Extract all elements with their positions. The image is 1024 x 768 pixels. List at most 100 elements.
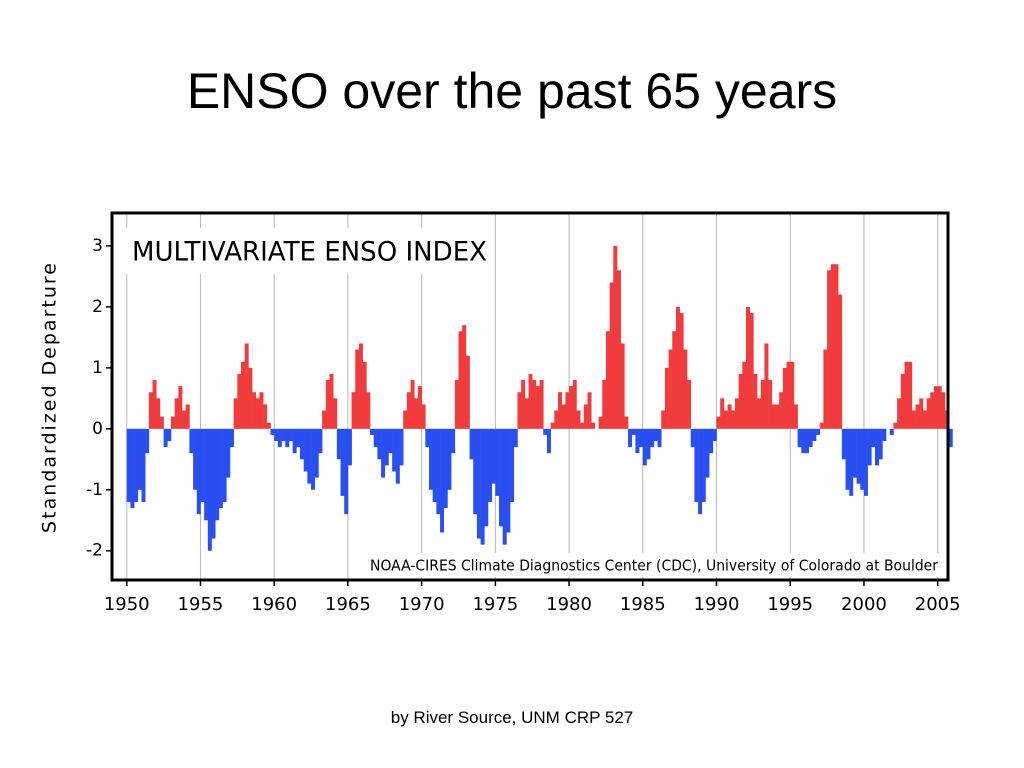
bar [178, 386, 183, 429]
bar [506, 428, 511, 533]
bar [366, 392, 371, 429]
bar [476, 428, 481, 539]
bar [362, 361, 367, 429]
x-tick-label: 1950 [104, 594, 150, 615]
bar [200, 428, 205, 502]
bar [425, 428, 430, 448]
bar [775, 404, 780, 429]
bar [911, 410, 916, 429]
bar [926, 398, 931, 429]
bar [690, 428, 695, 448]
bar [539, 380, 544, 429]
bar [642, 428, 647, 466]
bar [436, 428, 441, 515]
bar [314, 428, 319, 478]
bar [307, 428, 312, 484]
bar [252, 392, 257, 429]
bar [255, 398, 260, 429]
bar [388, 428, 393, 454]
bar [241, 361, 245, 429]
bar [535, 386, 540, 429]
bar [226, 428, 231, 478]
bar [771, 404, 776, 429]
plot-frame [110, 211, 950, 582]
bar [915, 404, 920, 429]
x-tick-label: 1995 [767, 594, 813, 615]
bar [211, 428, 216, 539]
bar [583, 404, 588, 429]
bar [373, 428, 378, 448]
bar [259, 392, 264, 429]
bar [904, 361, 909, 429]
bar [937, 386, 942, 429]
bar [495, 428, 500, 496]
bar [838, 294, 843, 429]
x-tick-label: 1980 [546, 594, 592, 615]
bar [454, 380, 459, 429]
bar [237, 373, 242, 429]
bar [664, 367, 669, 429]
bar [244, 343, 249, 429]
bar [635, 428, 640, 454]
bar [156, 398, 161, 429]
x-tick-label: 1975 [472, 594, 518, 615]
bar [631, 428, 636, 435]
bar [558, 392, 563, 429]
y-axis-label: Standardized Departure [39, 261, 61, 533]
x-tick-label: 1970 [399, 594, 445, 615]
bar [521, 380, 526, 429]
bar [215, 428, 220, 521]
bar [742, 361, 747, 429]
bar [417, 386, 422, 429]
bar [849, 428, 854, 496]
x-tick-label: 1990 [694, 594, 740, 615]
bar [716, 416, 721, 429]
bar [576, 410, 581, 429]
bar [786, 361, 791, 429]
bar [421, 404, 426, 429]
bar [639, 428, 644, 448]
bar [812, 428, 817, 442]
bar [266, 422, 271, 429]
bar [182, 410, 187, 429]
bar [126, 428, 131, 502]
bar [816, 428, 821, 435]
bar [878, 428, 883, 460]
bar [329, 373, 334, 429]
bar [469, 428, 474, 460]
bar [723, 410, 728, 429]
bar [698, 428, 703, 515]
bar [675, 306, 680, 429]
bar [299, 428, 304, 460]
bar [672, 331, 677, 429]
bar [443, 428, 448, 509]
bar [429, 428, 433, 490]
bar [358, 343, 363, 429]
bar [856, 428, 861, 484]
bar [804, 428, 809, 454]
bar [823, 349, 828, 429]
footer: by River Source, UNM CRP 527 [390, 708, 634, 727]
bar [609, 282, 614, 429]
bar [790, 361, 795, 429]
bar [333, 398, 338, 429]
bar [860, 428, 865, 490]
bar [587, 392, 592, 429]
bar [399, 428, 404, 466]
chart-title-box [125, 228, 493, 274]
bar [222, 428, 227, 502]
bar [801, 428, 806, 454]
bar [819, 422, 824, 429]
bar [451, 428, 456, 454]
bar [145, 428, 150, 454]
bar [274, 428, 279, 442]
bar [403, 410, 408, 429]
bar [524, 398, 529, 429]
bar [941, 392, 946, 429]
annotation-box [365, 553, 943, 577]
bar [473, 428, 478, 515]
bar [502, 428, 507, 545]
bar [163, 428, 168, 448]
bar [528, 373, 533, 429]
